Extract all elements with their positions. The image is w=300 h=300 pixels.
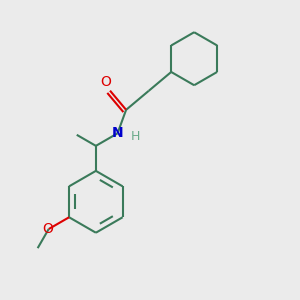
Text: N: N (112, 126, 123, 140)
Text: O: O (43, 222, 53, 236)
Text: H: H (131, 130, 140, 143)
Text: O: O (100, 75, 111, 89)
